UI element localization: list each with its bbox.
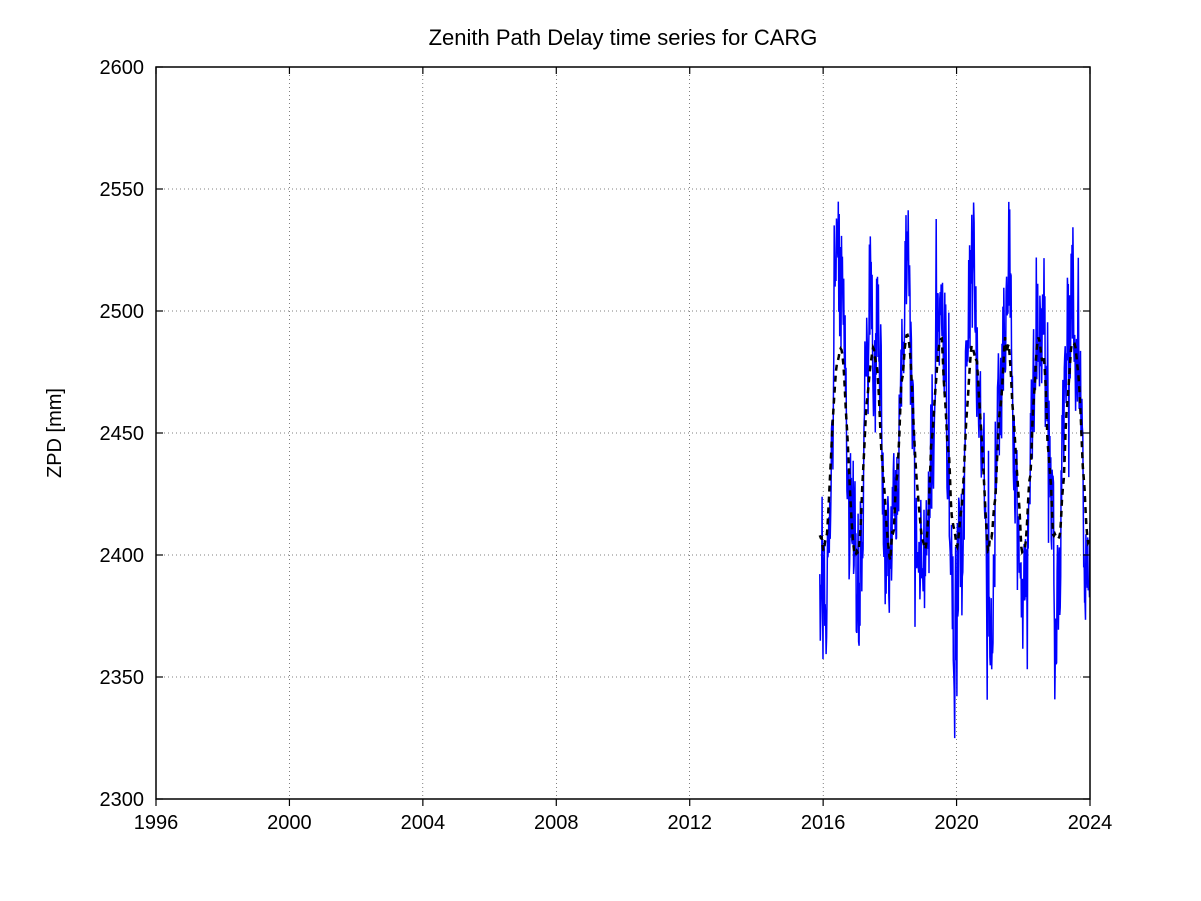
x-tick-label: 2004 xyxy=(401,812,446,834)
x-tick-label: 2020 xyxy=(934,812,979,834)
y-tick-label: 2500 xyxy=(100,301,145,323)
x-tick-label: 2012 xyxy=(667,812,712,834)
y-tick-label: 2350 xyxy=(100,667,145,689)
chart-svg: 1996 2000 2004 2008 2012 2016 2020 2024 2300 2350… xyxy=(0,0,1201,901)
x-tick-label: 2016 xyxy=(801,812,846,834)
y-tick-label: 2400 xyxy=(100,545,145,567)
y-axis-label: ZPD [mm] xyxy=(44,388,66,478)
x-tick-label: 1996 xyxy=(134,812,179,834)
x-tick-label: 2008 xyxy=(534,812,579,834)
y-tick-label: 2550 xyxy=(100,179,145,201)
chart-title: Zenith Path Delay time series for CARG xyxy=(429,25,818,50)
y-tick-label: 2450 xyxy=(100,423,145,445)
y-tick-label: 2300 xyxy=(100,789,145,811)
x-tick-label: 2024 xyxy=(1068,812,1113,834)
x-tick-label: 2000 xyxy=(267,812,312,834)
y-tick-label: 2600 xyxy=(100,57,145,79)
chart-container: 1996 2000 2004 2008 2012 2016 2020 2024 2300 2350… xyxy=(0,0,1201,901)
